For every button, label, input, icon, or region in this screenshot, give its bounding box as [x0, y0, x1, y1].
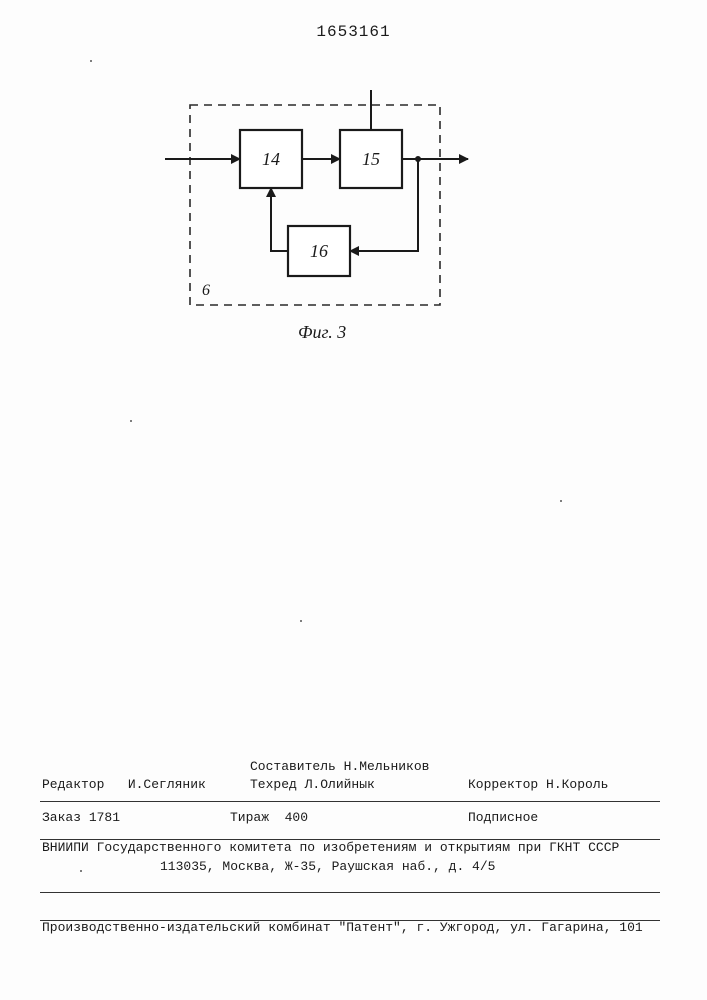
tirage-label: Тираж [230, 810, 269, 825]
techred-line: Техред Л.Олийнык [250, 775, 375, 795]
junction-dot [415, 156, 421, 162]
printer-line: Производственно-издательский комбинат "П… [42, 918, 643, 938]
editor-label: Редактор [42, 777, 104, 792]
speckle [90, 60, 92, 62]
divider [40, 839, 660, 840]
figure-caption: Фиг. 3 [298, 322, 346, 343]
speckle [130, 420, 132, 422]
speckle [560, 500, 562, 502]
org-line1: ВНИИПИ Государственного комитета по изоб… [42, 838, 662, 858]
corrector-line: Корректор Н.Король [468, 775, 608, 795]
node-label: 16 [310, 241, 328, 261]
corrector-label: Корректор [468, 777, 538, 792]
order-number: 1781 [89, 810, 120, 825]
corrector-name: Н.Король [546, 777, 608, 792]
divider [40, 892, 660, 893]
node-label: 15 [362, 149, 380, 169]
figure-3-diagram: 6 14 15 16 [0, 0, 707, 360]
speckle [300, 620, 302, 622]
composer-label: Составитель [250, 759, 336, 774]
speckle [80, 870, 82, 872]
tirage-number: 400 [285, 810, 308, 825]
divider [40, 920, 660, 921]
techred-label: Техред [250, 777, 297, 792]
node-label: 14 [262, 149, 280, 169]
editor-line: Редактор И.Сегляник [42, 775, 206, 795]
order-label: Заказ [42, 810, 81, 825]
editor-name: И.Сегляник [128, 777, 206, 792]
divider [40, 801, 660, 802]
order-line: Заказ 1781 [42, 808, 120, 828]
org-line2: 113035, Москва, Ж-35, Раушская наб., д. … [160, 857, 495, 877]
subscription: Подписное [468, 808, 538, 828]
edge [271, 188, 288, 251]
techred-name: Л.Олийнык [305, 777, 375, 792]
composer-name: Н.Мельников [344, 759, 430, 774]
patent-page: 1653161 6141516 Фиг. 3 Составитель Н.Мел… [0, 0, 707, 1000]
tirage-line: Тираж 400 [230, 808, 308, 828]
container-label: 6 [202, 282, 210, 299]
